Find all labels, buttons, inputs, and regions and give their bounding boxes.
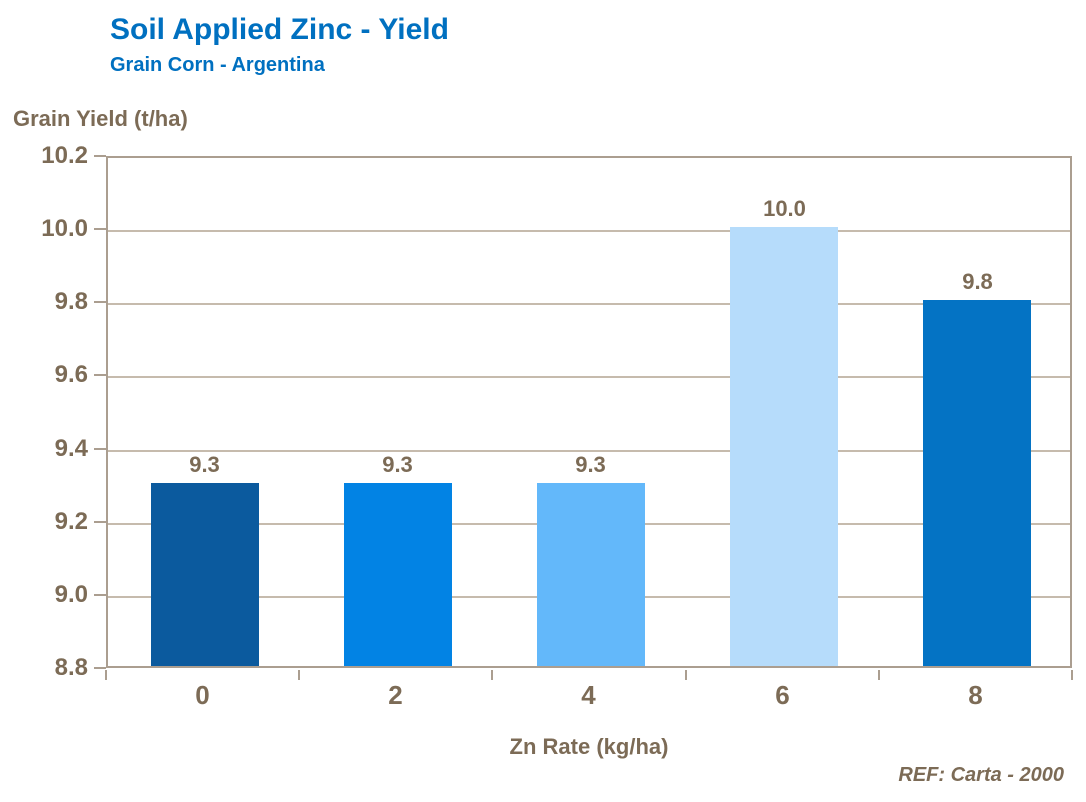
- reference-note: REF: Carta - 2000: [898, 764, 1064, 786]
- bar-2: [344, 483, 452, 666]
- y-tick-mark: [94, 301, 106, 304]
- bar-8: [923, 300, 1031, 666]
- x-tick-label: 6: [775, 680, 790, 710]
- y-tick-mark: [94, 155, 106, 157]
- x-tick-mark: [491, 670, 493, 680]
- chart-title: Soil Applied Zinc - Yield: [110, 13, 449, 46]
- y-tick-label: 9.6: [54, 361, 88, 389]
- y-tick-label: 10.2: [41, 142, 88, 169]
- y-tick-mark: [94, 447, 106, 450]
- y-tick-mark: [94, 228, 106, 231]
- bar-0: [151, 483, 259, 666]
- x-tick-mark: [1071, 670, 1073, 680]
- bar-value-label: 9.3: [575, 452, 606, 477]
- x-tick-mark: [105, 670, 107, 680]
- gridline: [108, 449, 1070, 452]
- gridline: [108, 230, 1070, 233]
- plot-area: 9.3 9.3 9.3 10.0 9.8: [106, 156, 1072, 668]
- y-axis-title: Grain Yield (t/ha): [13, 106, 188, 131]
- gridline: [108, 303, 1070, 306]
- bar-value-label: 9.8: [962, 269, 993, 294]
- y-tick-label: 9.8: [54, 288, 88, 316]
- x-tick-label: 4: [581, 680, 596, 710]
- x-tick-mark: [878, 670, 880, 680]
- y-tick-label: 9.4: [54, 434, 88, 462]
- bar-value-label: 9.3: [189, 452, 220, 477]
- bar-6: [730, 227, 838, 666]
- y-tick-label: 8.8: [54, 654, 88, 681]
- bar-value-label: 9.3: [382, 452, 413, 477]
- y-tick-label: 9.0: [54, 580, 88, 608]
- bar-4: [537, 483, 645, 666]
- chart-subtitle: Grain Corn - Argentina: [110, 54, 325, 76]
- x-tick-label: 2: [388, 680, 403, 710]
- x-tick-mark: [298, 670, 300, 680]
- y-tick-label: 10.0: [41, 215, 88, 243]
- gridline: [108, 376, 1070, 379]
- y-tick-mark: [94, 374, 106, 377]
- x-axis-title: Zn Rate (kg/ha): [509, 734, 669, 759]
- y-tick-label: 9.2: [54, 507, 88, 535]
- y-tick-mark: [94, 520, 106, 523]
- x-tick-mark: [685, 670, 687, 680]
- x-tick-label: 0: [195, 680, 210, 710]
- y-tick-mark: [94, 667, 106, 669]
- y-tick-mark: [94, 593, 106, 596]
- bar-value-label: 10.0: [763, 196, 806, 221]
- x-tick-label: 8: [968, 680, 983, 710]
